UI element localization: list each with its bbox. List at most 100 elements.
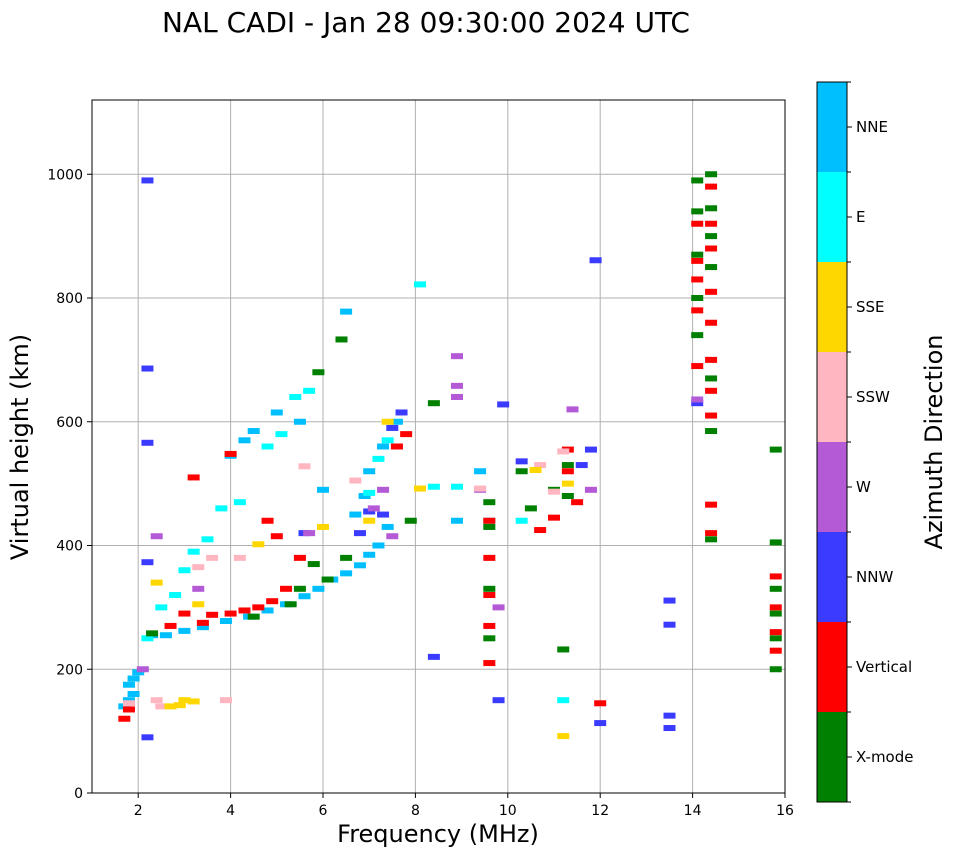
data-point-vertical — [390, 443, 403, 450]
data-point-sse — [381, 418, 394, 425]
x-tick-label: 12 — [591, 803, 609, 819]
data-point-nne — [377, 443, 390, 450]
plot-frame — [91, 99, 786, 794]
data-point-nne — [390, 418, 403, 425]
data-point-vertical — [571, 499, 584, 506]
data-point-e — [303, 387, 316, 394]
data-point-nne — [127, 691, 140, 697]
data-point-w — [303, 530, 316, 537]
data-point-nne — [132, 669, 145, 676]
y-axis-label: Virtual height (km) — [6, 334, 34, 560]
colorbar-tick-label: W — [856, 478, 871, 496]
data-point-nne — [298, 593, 311, 600]
data-point-nnw — [497, 401, 510, 408]
data-point-w — [136, 666, 149, 673]
x-tick-label: 4 — [226, 803, 235, 819]
data-point-w — [150, 533, 163, 540]
data-point-w — [691, 396, 704, 403]
data-point-ssw — [155, 703, 168, 710]
data-point-vertical — [261, 517, 274, 524]
y-tick-label: 600 — [56, 415, 83, 431]
x-tick-label: 6 — [319, 803, 328, 819]
data-point-x-mode — [691, 332, 704, 339]
data-point-w — [450, 394, 463, 400]
data-point-nne — [340, 570, 353, 577]
data-point-x-mode — [561, 462, 574, 469]
colorbar-segment — [817, 262, 847, 352]
data-point-ssw — [557, 448, 570, 455]
x-axis-label: Frequency (MHz) — [337, 820, 539, 848]
data-point-x-mode — [312, 369, 325, 376]
data-point-ssw — [206, 554, 219, 561]
data-point-e — [450, 483, 463, 490]
data-point-sse — [561, 480, 574, 487]
data-point-vertical — [483, 622, 496, 629]
colorbar-tick-label: SSE — [856, 298, 885, 316]
data-point-nne — [127, 675, 140, 682]
data-point-x-mode — [483, 635, 496, 642]
data-point-x-mode — [321, 576, 334, 583]
data-point-w — [367, 505, 380, 512]
data-point-vertical — [769, 604, 782, 611]
data-point-e — [155, 604, 168, 611]
data-point-vertical — [534, 527, 547, 534]
data-point-nnw — [395, 409, 408, 416]
colorbar-label: Azimuth Direction — [920, 335, 948, 550]
data-point-w — [386, 533, 399, 540]
data-point-nne — [312, 585, 325, 592]
data-point-nne — [340, 308, 353, 315]
data-point-x-mode — [404, 517, 417, 524]
data-point-vertical — [691, 363, 704, 370]
data-point-x-mode — [769, 610, 782, 617]
data-point-e — [557, 697, 570, 704]
data-point-nne — [349, 511, 362, 518]
data-point-nne — [363, 468, 376, 475]
data-point-e — [515, 517, 528, 524]
data-point-vertical — [293, 554, 306, 561]
data-point-nnw — [377, 511, 390, 518]
data-point-vertical — [196, 619, 209, 626]
data-point-ssw — [219, 697, 232, 704]
colorbar-segment — [817, 352, 847, 442]
data-point-sse — [173, 702, 186, 709]
data-point-e — [381, 437, 394, 444]
data-point-nnw — [663, 597, 676, 604]
data-point-vertical — [224, 610, 237, 617]
chart-title: NAL CADI - Jan 28 09:30:00 2024 UTC — [162, 6, 690, 39]
data-point-nnw — [492, 697, 505, 704]
data-point-nnw — [386, 424, 399, 431]
data-point-sse — [164, 703, 177, 710]
data-point-nnw — [575, 462, 588, 469]
data-point-ssw — [122, 700, 135, 707]
data-point-nne — [178, 627, 191, 634]
data-point-vertical — [594, 700, 607, 707]
data-point-x-mode — [427, 400, 440, 407]
data-point-nne — [219, 617, 232, 624]
data-point-vertical — [705, 356, 718, 363]
data-point-x-mode — [561, 493, 574, 499]
data-point-x-mode — [769, 539, 782, 546]
data-point-nnw — [141, 439, 154, 446]
data-point-nnw — [584, 446, 597, 453]
data-point-x-mode — [705, 205, 718, 212]
data-point-sse — [192, 601, 205, 608]
data-point-ssw — [298, 463, 311, 470]
data-point-nne — [122, 697, 135, 704]
grid-lines — [92, 100, 786, 794]
x-tick-label: 14 — [684, 803, 702, 819]
data-point-nne — [118, 703, 131, 710]
data-point-vertical — [691, 307, 704, 314]
data-point-x-mode — [705, 428, 718, 435]
data-point-nne — [317, 486, 329, 493]
data-point-vertical — [400, 431, 413, 438]
data-point-x-mode — [769, 585, 782, 592]
data-point-vertical — [280, 585, 293, 592]
x-tick-label: 2 — [134, 803, 143, 819]
colorbar: X-mode Vertical NNW W SSW SSE E NNE — [817, 81, 913, 803]
data-point-nne — [474, 468, 487, 475]
data-point-x-mode — [691, 295, 704, 301]
data-point-vertical — [238, 607, 251, 614]
data-point-x-mode — [769, 446, 782, 453]
data-point-vertical — [224, 450, 237, 457]
